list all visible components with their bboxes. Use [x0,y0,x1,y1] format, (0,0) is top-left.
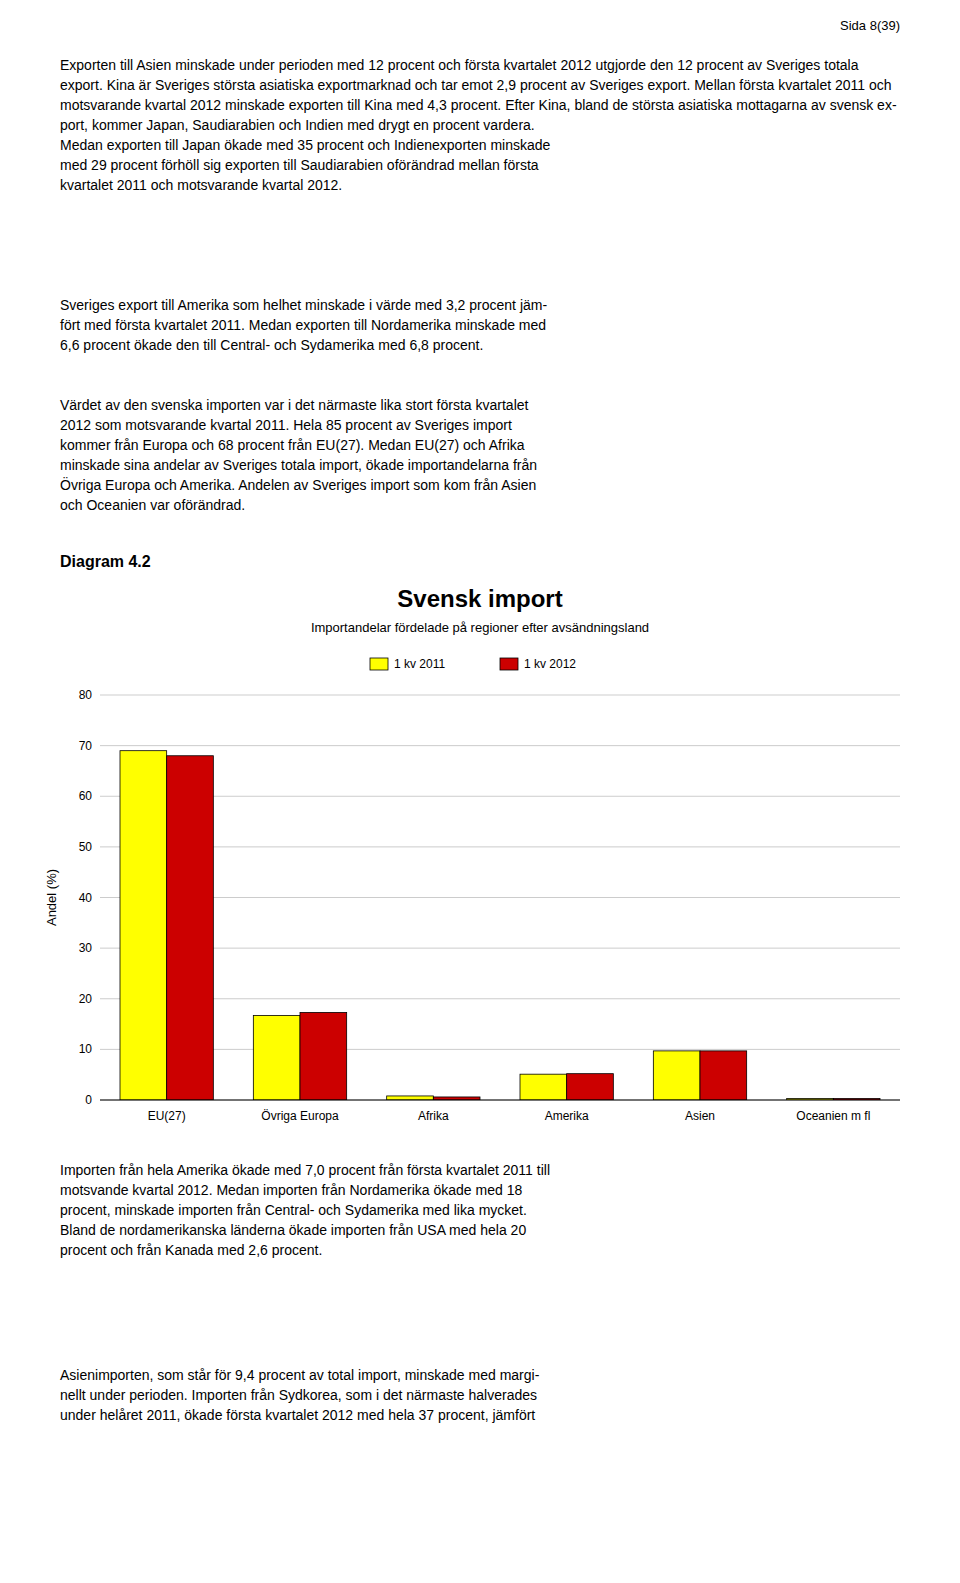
y-tick-label: 10 [79,1042,93,1056]
grid-line [100,796,900,797]
legend-label: 1 kv 2011 [394,657,445,671]
chart-subtitle: Importandelar fördelade på regioner efte… [0,620,960,635]
x-axis: EU(27) Övriga Europa Afrika Amerika Asien Oce… [100,1100,900,1123]
x-tick-label: Asien [685,1109,715,1123]
bar [120,751,167,1100]
page-header: Sida 8(39) [840,18,900,33]
grid-line [100,745,900,746]
y-axis: 0 10 20 30 40 50 60 70 80 Andel (%) [44,688,900,1107]
legend: 1 kv 2011 1 kv 2012 [370,657,576,671]
x-axis-line [100,1100,900,1101]
body-paragraph: Värdet av den svenska importen var i det… [60,395,900,515]
grid-line [100,897,900,898]
bar [253,1015,300,1100]
bar [567,1074,614,1100]
y-tick-label: 80 [79,688,93,702]
grid-line [100,948,900,949]
grid-line [100,1100,900,1101]
y-tick-label: 60 [79,789,93,803]
x-tick-label: Övriga Europa [261,1109,339,1123]
x-tick-label: Amerika [545,1109,589,1123]
grid-line [100,695,900,696]
bar [520,1074,567,1100]
legend-label: 1 kv 2012 [524,657,576,671]
grid-line [100,1049,900,1050]
y-tick-label: 40 [79,891,93,905]
bar [300,1012,347,1100]
x-tick-label: EU(27) [148,1109,186,1123]
body-paragraph: Importen från hela Amerika ökade med 7,0… [60,1160,900,1260]
x-tick-label: Oceanien m fl [796,1109,870,1123]
body-paragraph: Asienimporten, som står för 9,4 procent … [60,1365,900,1425]
bars [120,751,880,1100]
y-tick-label: 20 [79,992,93,1006]
body-paragraph: Exporten till Asien minskade under perio… [60,55,900,195]
y-axis-label: Andel (%) [44,869,59,926]
grid-line [100,998,900,999]
bar [653,1051,700,1100]
y-tick-label: 30 [79,941,93,955]
legend-swatch [370,658,388,670]
y-tick-label: 0 [85,1093,92,1107]
y-tick-label: 70 [79,739,93,753]
bar-chart: 1 kv 2011 1 kv 2012 0 10 20 30 40 50 60 70 80 Andel… [40,650,920,1140]
diagram-label: Diagram 4.2 [60,553,151,571]
bar [700,1051,747,1100]
y-tick-label: 50 [79,840,93,854]
bar [167,756,214,1100]
chart-title: Svensk import [0,585,960,613]
x-tick-label: Afrika [418,1109,449,1123]
bar [387,1096,434,1100]
grid-line [100,846,900,847]
body-paragraph: Sveriges export till Amerika som helhet … [60,295,900,355]
legend-swatch [500,658,518,670]
